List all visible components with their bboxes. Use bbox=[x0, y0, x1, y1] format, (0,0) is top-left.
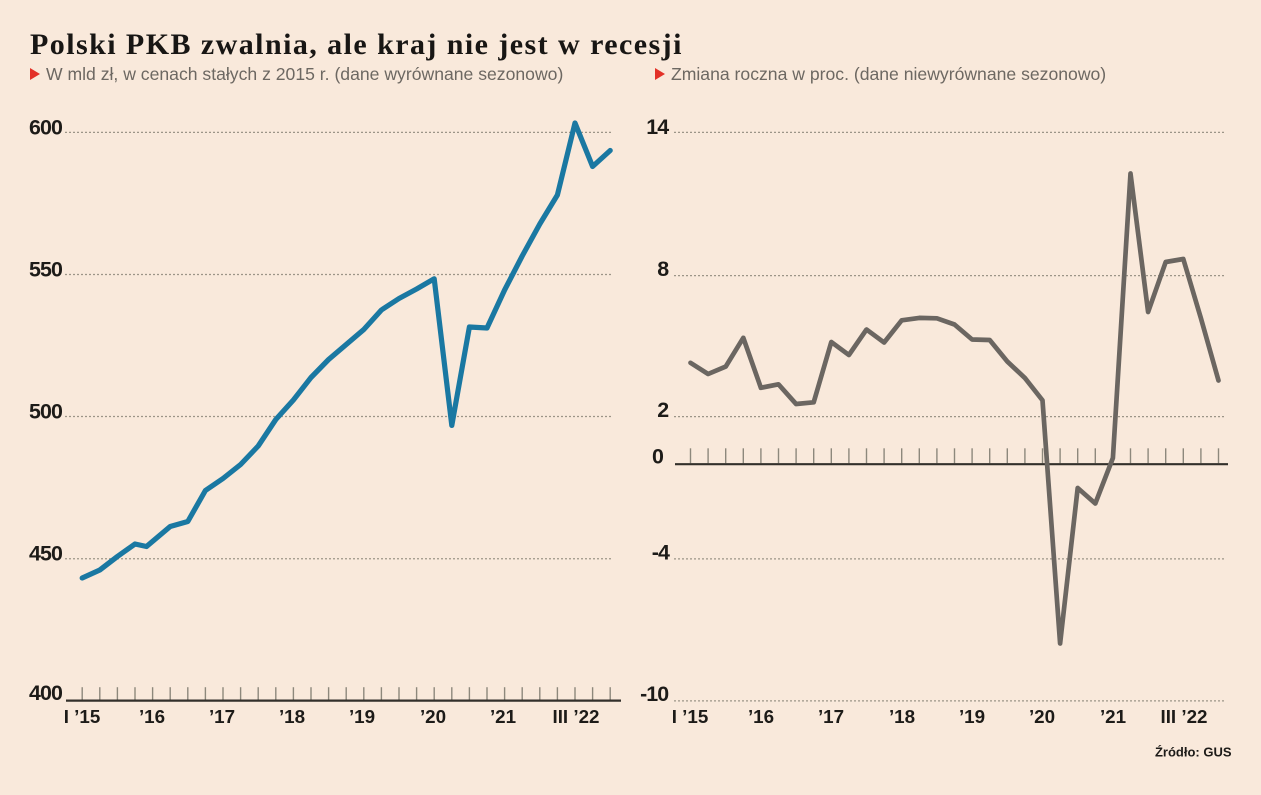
svg-text:2: 2 bbox=[657, 398, 669, 422]
svg-text:’19: ’19 bbox=[349, 706, 375, 727]
svg-text:0: 0 bbox=[652, 444, 664, 468]
svg-text:’16: ’16 bbox=[139, 706, 165, 727]
svg-text:’17: ’17 bbox=[209, 706, 235, 727]
svg-text:-10: -10 bbox=[640, 682, 669, 706]
svg-text:’21: ’21 bbox=[1100, 706, 1126, 727]
svg-text:14: 14 bbox=[646, 115, 669, 139]
svg-text:I ’15: I ’15 bbox=[64, 706, 101, 727]
svg-text:400: 400 bbox=[29, 681, 63, 705]
svg-text:600: 600 bbox=[29, 115, 63, 139]
svg-text:450: 450 bbox=[29, 542, 63, 566]
svg-text:-4: -4 bbox=[652, 540, 670, 564]
svg-text:500: 500 bbox=[29, 399, 63, 423]
svg-text:550: 550 bbox=[29, 257, 63, 281]
svg-text:Źródło: GUS: Źródło: GUS bbox=[1155, 745, 1232, 760]
svg-text:’20: ’20 bbox=[420, 706, 446, 727]
svg-text:’18: ’18 bbox=[279, 706, 305, 727]
svg-text:III ’22: III ’22 bbox=[1161, 706, 1208, 727]
svg-text:W mld zł, w cenach stałych z 2: W mld zł, w cenach stałych z 2015 r. (da… bbox=[46, 64, 563, 84]
svg-text:III ’22: III ’22 bbox=[553, 706, 600, 727]
svg-text:Zmiana roczna w proc. (dane ni: Zmiana roczna w proc. (dane niewyrównane… bbox=[671, 64, 1106, 84]
svg-text:8: 8 bbox=[657, 257, 669, 281]
svg-text:’18: ’18 bbox=[889, 706, 915, 727]
svg-text:’19: ’19 bbox=[959, 706, 985, 727]
svg-text:’21: ’21 bbox=[490, 706, 516, 727]
svg-text:I ’15: I ’15 bbox=[672, 706, 709, 727]
svg-text:Polski PKB zwalnia, ale kraj n: Polski PKB zwalnia, ale kraj nie jest w … bbox=[30, 28, 683, 61]
svg-text:’16: ’16 bbox=[748, 706, 774, 727]
svg-text:’20: ’20 bbox=[1029, 706, 1055, 727]
svg-text:’17: ’17 bbox=[818, 706, 844, 727]
